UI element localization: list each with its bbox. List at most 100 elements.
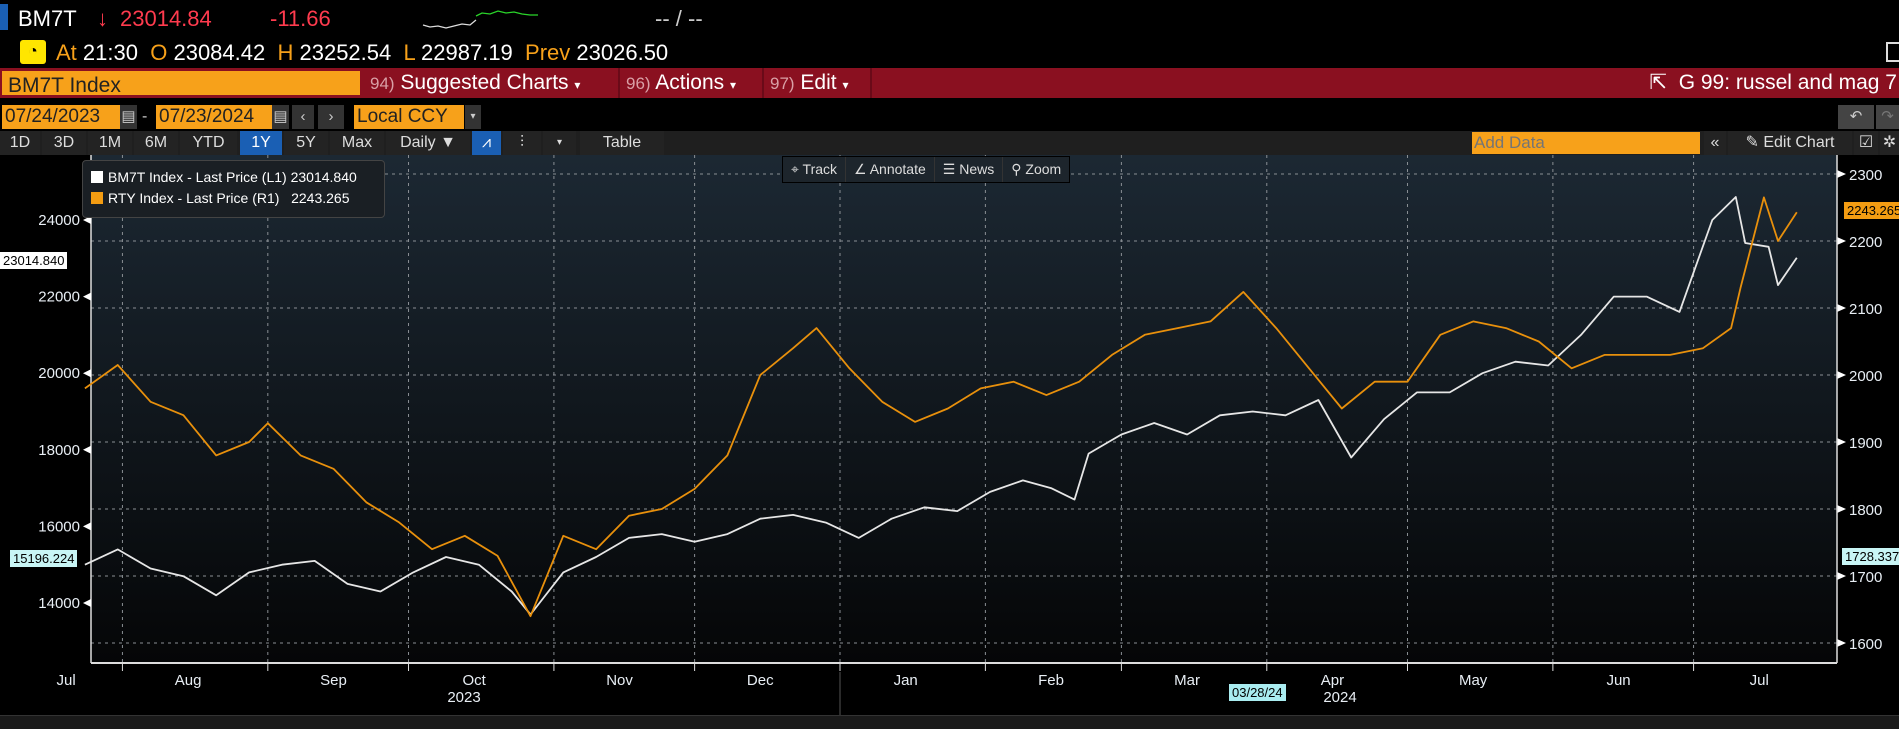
tick-marker: [1837, 371, 1846, 379]
right-axis-tick-label: 1700: [1849, 569, 1882, 586]
right-axis-tick-label: 2100: [1849, 301, 1882, 318]
line-chart-icon[interactable]: ⩘: [472, 131, 501, 155]
security-marker: [0, 4, 8, 30]
tick-marker: [1837, 237, 1846, 245]
period-button-max[interactable]: Max: [330, 131, 384, 155]
right-axis-tick-label: 2000: [1849, 368, 1882, 385]
period-button-ytd[interactable]: YTD: [180, 131, 237, 155]
year-label: 2024: [1323, 689, 1356, 706]
tick-marker: [1837, 639, 1846, 647]
year-label: 2023: [447, 689, 480, 706]
quote-line: At 21:30 O 23084.42 H 23252.54 L 22987.1…: [56, 40, 668, 66]
currency-select[interactable]: Local CCY: [354, 105, 464, 129]
track-button[interactable]: ⌖ Track: [783, 157, 847, 182]
checklist-icon[interactable]: ☑: [1854, 131, 1878, 155]
security-input[interactable]: BM7T Index: [2, 71, 360, 97]
caret-down-icon: ▾: [842, 78, 849, 92]
frequency-select[interactable]: Daily ▼: [386, 131, 470, 155]
period-button-1m[interactable]: 1M: [88, 131, 132, 155]
redo-button[interactable]: ↷: [1876, 105, 1899, 129]
gear-icon[interactable]: ✲: [1880, 131, 1899, 155]
chart-type-dropdown-icon[interactable]: ▾: [543, 131, 576, 155]
tick-marker: [83, 369, 91, 378]
period-button-3d[interactable]: 3D: [42, 131, 86, 155]
tick-marker: [1837, 304, 1846, 312]
period-button-5y[interactable]: 5Y: [284, 131, 328, 155]
low-value: 22987.19: [421, 40, 513, 65]
low-label: L: [403, 40, 415, 65]
legend-item-bm7t[interactable]: BM7T Index - Last Price (L1) 23014.840: [91, 167, 376, 188]
edit-menu[interactable]: 97) Edit ▾: [764, 68, 872, 98]
add-data-input[interactable]: [1472, 132, 1700, 154]
left-last-value-flag: 23014.840: [0, 252, 68, 269]
actions-menu[interactable]: 96) Actions ▾: [620, 68, 764, 98]
calendar-icon[interactable]: ▤: [120, 105, 137, 129]
zoom-button[interactable]: ⚲ Zoom: [1011, 161, 1062, 177]
x-tick-label: Apr: [1321, 672, 1344, 689]
x-tick-label: Aug: [175, 672, 202, 689]
left-axis-tick-label: 22000: [38, 289, 80, 306]
chart-legend: BM7T Index - Last Price (L1) 23014.840 R…: [82, 160, 385, 218]
chart-area[interactable]: [91, 155, 1837, 663]
legend-item-rty[interactable]: RTY Index - Last Price (R1) 2243.265: [91, 188, 376, 209]
prev-label: Prev: [525, 40, 571, 65]
tick-marker: [83, 599, 91, 607]
bar-chart-icon[interactable]: ⫶: [503, 131, 541, 155]
chart-name-link[interactable]: ⇱ G 99: russel and mag 7: [1649, 71, 1897, 94]
next-period-button[interactable]: ›: [318, 105, 344, 129]
period-button-1d[interactable]: 1D: [0, 131, 40, 155]
popout-icon[interactable]: [1886, 42, 1899, 62]
series-line-bm7t[interactable]: [84, 196, 1798, 616]
news-button[interactable]: ☰ News: [935, 157, 1004, 182]
menu-bar: BM7T Index 94) Suggested Charts ▾ 96) Ac…: [0, 68, 1899, 98]
tick-marker: [1837, 505, 1846, 513]
period-button-6m[interactable]: 6M: [134, 131, 178, 155]
left-axis-tick-label: 18000: [38, 442, 80, 459]
crosshair-icon: ⌖: [791, 161, 799, 177]
edit-chart-button[interactable]: ✎ Edit Chart: [1728, 131, 1852, 155]
realtime-gauge-icon: ◔: [20, 40, 46, 64]
bottom-panel: [0, 715, 1899, 729]
start-date-input[interactable]: 07/24/2023: [2, 105, 120, 129]
external-link-icon: ⇱: [1649, 71, 1668, 94]
x-tick-label: May: [1459, 672, 1488, 689]
prev-period-button[interactable]: ‹: [292, 105, 314, 129]
x-tick-label: Feb: [1038, 672, 1064, 689]
caret-down-icon: ▾: [574, 78, 581, 92]
sparkline: [422, 10, 538, 29]
suggested-charts-menu[interactable]: 94) Suggested Charts ▾: [364, 68, 620, 98]
period-button-1y[interactable]: 1Y: [240, 131, 282, 155]
x-tick-label: Nov: [606, 672, 633, 689]
end-date-input[interactable]: 07/23/2024: [156, 105, 272, 129]
currency-dropdown-icon[interactable]: ▾: [465, 105, 481, 129]
tick-marker: [1837, 572, 1846, 580]
caret-down-icon: ▾: [729, 78, 737, 92]
open-value: 23084.42: [173, 40, 266, 65]
tick-marker: [1837, 170, 1846, 178]
x-tick-label: Dec: [747, 672, 774, 689]
ticker-symbol: BM7T: [18, 6, 77, 31]
right-last-value-flag: 2243.265: [1844, 202, 1899, 219]
right-first-value-flag: 1728.337: [1842, 548, 1899, 565]
right-axis-tick-label: 2300: [1849, 167, 1882, 184]
left-first-value-flag: 15196.224: [10, 550, 78, 567]
x-tick-label: Sep: [320, 672, 347, 689]
table-button[interactable]: Table: [580, 131, 664, 155]
legend-swatch: [91, 171, 103, 183]
date-separator: -: [142, 108, 148, 125]
left-axis-tick-label: 16000: [38, 518, 80, 535]
right-axis-tick-label: 1600: [1849, 636, 1882, 653]
high-label: H: [277, 40, 294, 65]
chart-tools-bar: ⌖ Track ∠ Annotate ☰ News ⚲ Zoom: [782, 156, 1071, 183]
cursor-date-flag: 03/28/24: [1229, 684, 1286, 701]
price-change: -11.66: [270, 6, 331, 31]
open-label: O: [150, 40, 168, 65]
series-line-rty[interactable]: [84, 196, 1798, 618]
x-tick-label: Jan: [894, 672, 918, 689]
bid-ask: -- / --: [655, 6, 703, 31]
annotate-button[interactable]: ∠ Annotate: [846, 157, 935, 182]
calendar-icon[interactable]: ▤: [272, 105, 289, 129]
undo-button[interactable]: ↶: [1838, 105, 1874, 129]
collapse-icon[interactable]: «: [1704, 131, 1726, 155]
